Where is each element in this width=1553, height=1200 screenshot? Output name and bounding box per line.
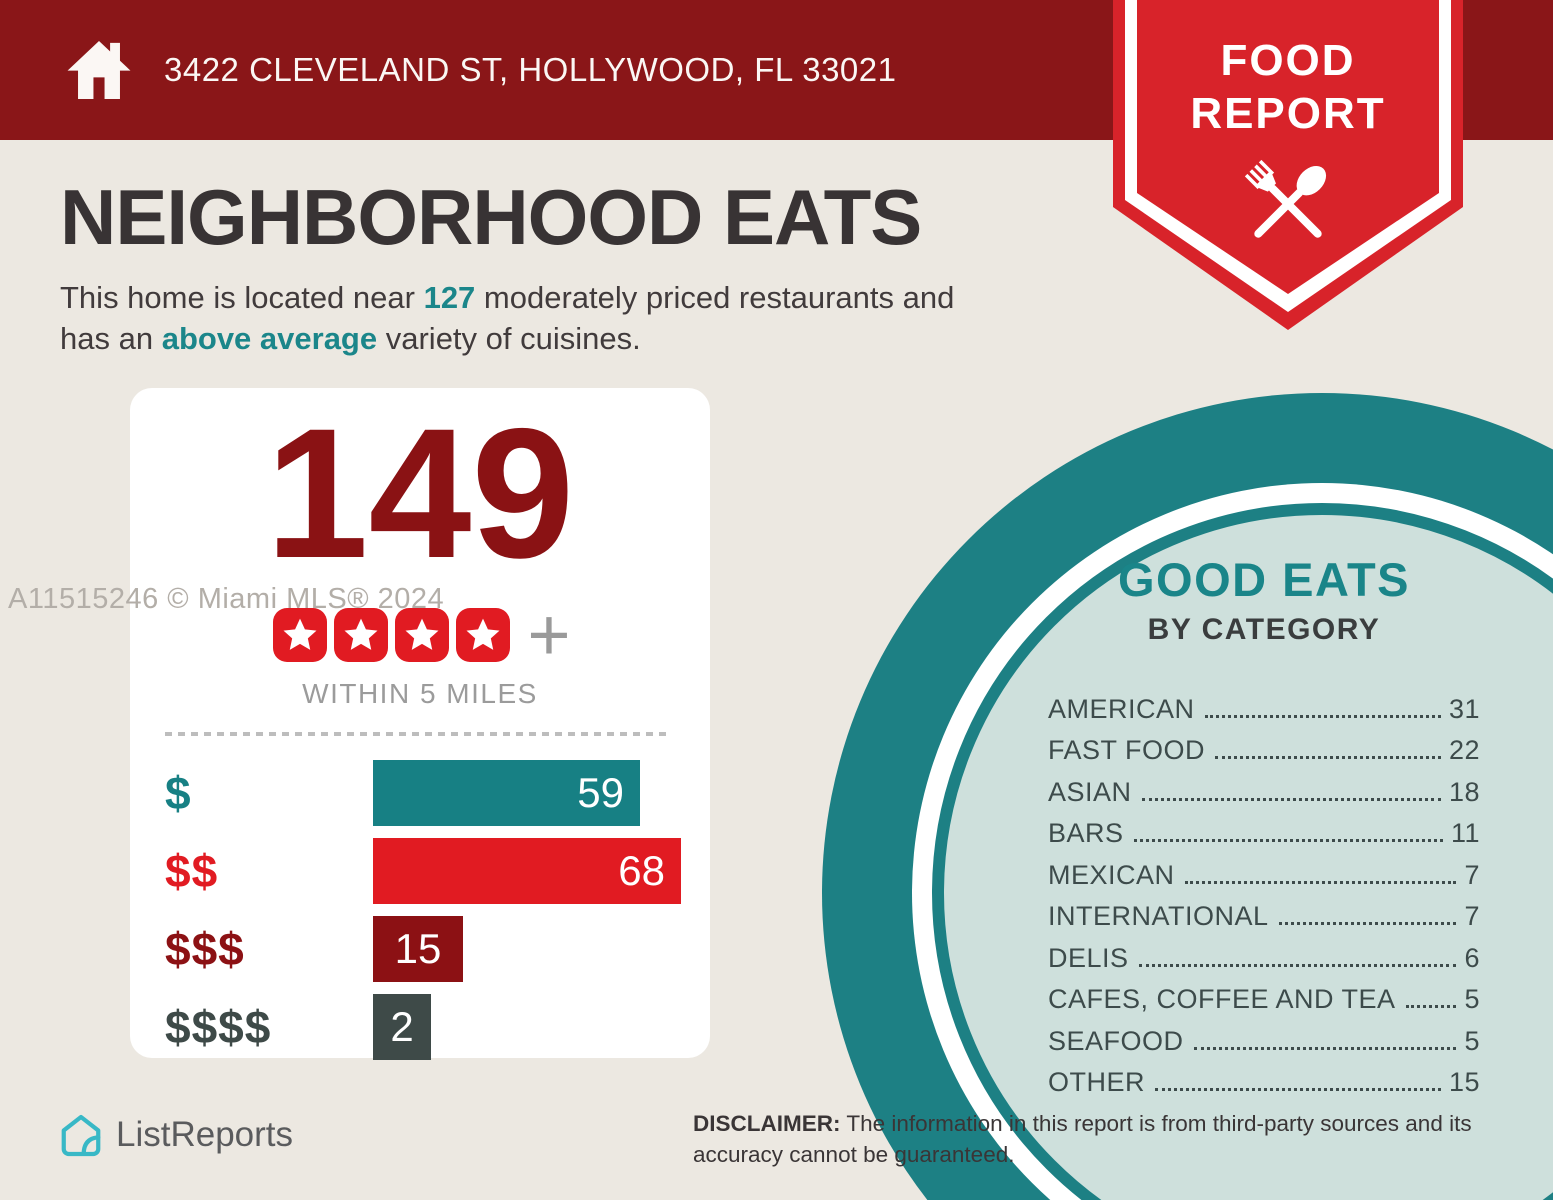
category-row: SEAFOOD 5 [1048, 1015, 1480, 1057]
disclaimer-line1: DISCLAIMER: The information in this repo… [693, 1111, 1472, 1136]
badge-line1: FOOD [1220, 36, 1356, 85]
star-badge [272, 608, 327, 663]
dotted-leader [1184, 880, 1457, 884]
restaurant-total: 149 [265, 391, 575, 597]
dotted-leader [1193, 1046, 1457, 1050]
listreports-logo: ListReports [58, 1112, 293, 1158]
category-label: BARS [1048, 818, 1124, 848]
category-value: 5 [1464, 1025, 1480, 1056]
star-badge [394, 608, 449, 663]
price-tier-label: $$$ [165, 923, 245, 976]
brand-name: ListReports [116, 1115, 294, 1154]
category-label: INTERNATIONAL [1048, 901, 1269, 931]
disclaimer: DISCLAIMER: The information in this repo… [693, 1108, 1513, 1170]
dotted-leader [1215, 756, 1441, 759]
category-list: AMERICAN 31 FAST FOOD 22 ASIAN 18 BARS 11 MEXICA… [1048, 683, 1480, 1098]
home-icon [67, 41, 131, 99]
category-row: DELIS 6 [1048, 932, 1480, 974]
page-title: NEIGHBORHOOD EATS [60, 173, 922, 261]
category-value: 11 [1450, 818, 1480, 848]
good-eats-subtitle: BY CATEGORY [1147, 613, 1381, 646]
category-value: 6 [1464, 942, 1480, 973]
price-tier-bar: 59 [373, 760, 640, 827]
category-value: 7 [1464, 901, 1480, 931]
star-icon [283, 618, 317, 651]
category-row: ASIAN 18 [1048, 766, 1480, 808]
plus-sign: + [527, 593, 571, 677]
category-row: FAST FOOD 22 [1048, 725, 1480, 767]
dotted-leader [1133, 839, 1443, 842]
category-label: FAST FOOD [1048, 735, 1206, 765]
category-label: AMERICAN [1048, 693, 1195, 724]
intro-section: NEIGHBORHOOD EATS This home is located n… [60, 178, 1090, 360]
category-row: OTHER 15 [1048, 1057, 1480, 1099]
radius-caption: WITHIN 5 MILES [302, 678, 538, 710]
dotted-leader [1278, 922, 1457, 925]
price-tier-row: $59 [165, 760, 710, 827]
category-row: MEXICAN 7 [1048, 849, 1480, 891]
category-row: AMERICAN 31 [1048, 683, 1480, 725]
price-tier-label: $ [165, 767, 192, 820]
price-tier-row: $$$ 15 [165, 916, 710, 983]
star-icon [405, 618, 439, 651]
good-eats-section: GOOD EATS BY CATEGORY AMERICAN 31 FAST FOO… [1048, 552, 1480, 1098]
category-label: ASIAN [1048, 776, 1132, 807]
price-tier-value: 59 [577, 769, 624, 817]
category-label: OTHER [1048, 1067, 1145, 1097]
star-badge [455, 608, 510, 663]
category-value: 15 [1448, 1067, 1480, 1097]
price-tier-row: $$$$ 2 [165, 994, 710, 1061]
intro-sentence: This home is located near 127 moderately… [60, 278, 1090, 360]
mls-watermark: A11515246 © Miami MLS® 2024 [8, 583, 445, 615]
star-icon [466, 618, 500, 651]
category-value: 5 [1464, 984, 1480, 1014]
food-report-badge: FOOD REPORT [1113, 0, 1463, 332]
price-tier-row: $$ 68 [165, 838, 710, 905]
badge-title: FOOD REPORT [1113, 34, 1463, 140]
dotted-leader [1155, 1088, 1441, 1091]
utensils-icon [1244, 159, 1327, 238]
restaurant-count-highlight: 127 [423, 280, 476, 315]
sentence-line2: has an above average variety of cuisines… [60, 320, 641, 356]
price-tier-value: 2 [390, 1003, 414, 1051]
disclaimer-line2: accuracy cannot be guaranteed. [693, 1142, 1015, 1168]
badge-line2: REPORT [1190, 89, 1386, 138]
price-tier-bar: 2 [373, 994, 431, 1061]
category-label: CAFES, COFFEE AND TEA [1048, 984, 1396, 1014]
star-icon [344, 618, 378, 651]
good-eats-title: GOOD EATS [1117, 553, 1411, 606]
star-badge [333, 608, 388, 663]
property-address: 3422 CLEVELAND ST, HOLLYWOOD, FL 33021 [164, 51, 897, 88]
stars-row: + [130, 593, 710, 677]
price-tier-label: $$$$ [165, 1001, 272, 1054]
summary-card: 149 + WITHIN 5 MILES $59 $$ 68 $$$ 15 $$$$ 2 [130, 388, 710, 1061]
price-tier-bar: 15 [373, 916, 463, 983]
sentence-line1: This home is located near 127 moderately… [60, 280, 955, 315]
listreports-icon [61, 1114, 101, 1157]
price-tier-bar: 68 [373, 838, 681, 905]
category-value: 7 [1464, 859, 1480, 890]
price-tier-chart: $59 $$ 68 $$$ 15 $$$$ 2 [130, 760, 710, 1061]
category-label: SEAFOOD [1048, 1025, 1184, 1056]
category-value: 22 [1448, 735, 1480, 765]
category-label: DELIS [1048, 942, 1129, 973]
price-tier-value: 68 [618, 847, 665, 895]
category-row: CAFES, COFFEE AND TEA 5 [1048, 974, 1480, 1016]
dashed-divider [165, 732, 670, 737]
dotted-leader [1141, 797, 1441, 801]
dotted-leader [1405, 1005, 1457, 1008]
category-value: 31 [1448, 693, 1480, 724]
category-row: BARS 11 [1048, 808, 1480, 850]
category-label: MEXICAN [1048, 859, 1175, 890]
price-tier-value: 15 [394, 925, 442, 973]
dotted-leader [1138, 963, 1457, 967]
variety-highlight: above average [161, 320, 378, 356]
category-value: 18 [1448, 776, 1480, 807]
price-tier-label: $$ [165, 845, 219, 898]
category-row: INTERNATIONAL 7 [1048, 891, 1480, 933]
dotted-leader [1204, 714, 1441, 718]
